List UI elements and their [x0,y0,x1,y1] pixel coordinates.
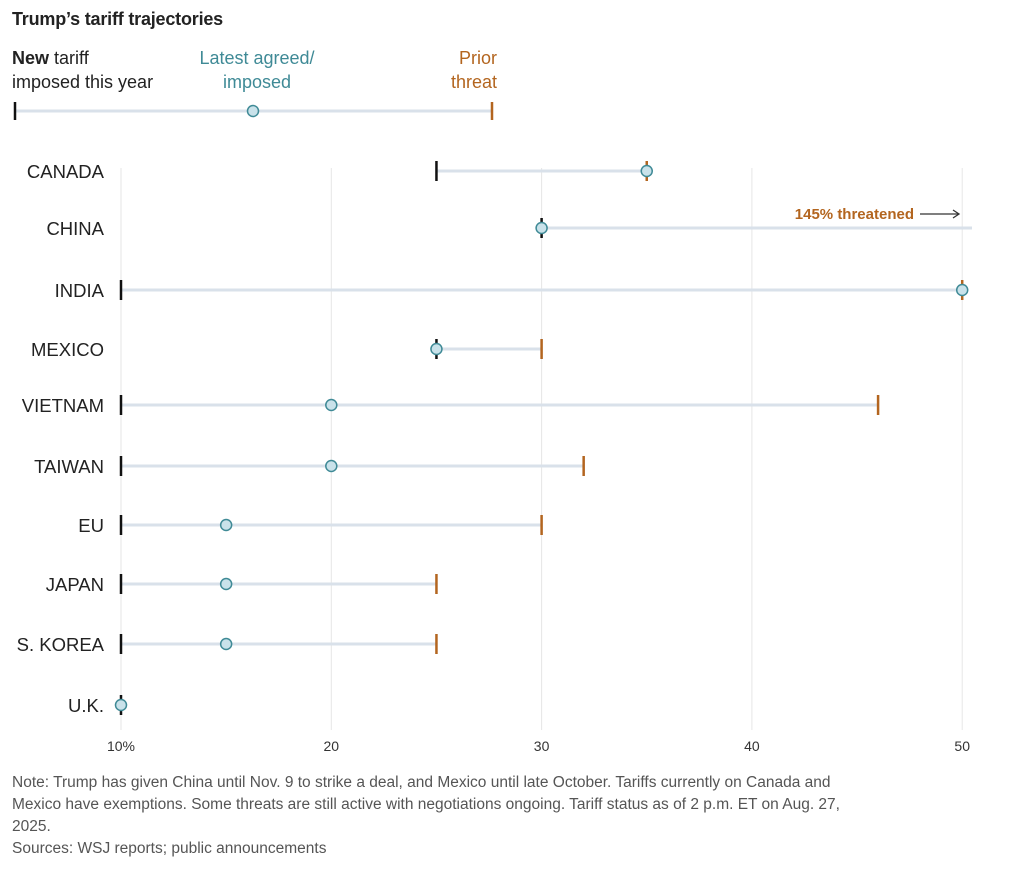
latest-tariff-dot [640,164,653,178]
legend-latest-line2: imposed [222,72,292,92]
sources-text: Sources: WSJ reports; public announcemen… [12,840,327,857]
legend-prior-line1: Prior [458,48,497,68]
legend-latest-dot [246,104,260,118]
latest-tariff-dot [325,459,338,473]
category-label: JAPAN [46,574,104,595]
category-label: EU [78,515,104,536]
legend-new-tariff: New tariff imposed this year [12,46,153,94]
chart-note: Note: Trump has given China until Nov. 9… [12,772,872,860]
category-label: INDIA [55,280,105,301]
latest-tariff-dot [219,577,233,591]
latest-tariff-dot [219,637,233,651]
category-label: MEXICO [31,339,104,360]
latest-tariff-dot [219,518,233,532]
chart-title: Trump’s tariff trajectories [12,9,223,29]
annotation-label: 145% threatened [795,206,914,223]
legend-new-bold: New [12,48,50,68]
note-text: Note: Trump has given China until Nov. 9… [12,774,840,835]
x-tick-label: 10% [107,738,135,754]
category-label: U.K. [68,695,104,716]
latest-tariff-dot [430,342,443,356]
latest-tariff-dot [325,398,338,412]
x-tick-label: 20 [324,738,340,754]
legend-latest: Latest agreed/ imposed [186,46,328,94]
legend-new-rest: tariff [49,48,89,68]
x-tick-label: 30 [534,738,550,754]
x-tick-label: 50 [954,738,970,754]
arrow-right-icon [952,209,961,219]
category-label: CHINA [46,218,104,239]
category-label: CANADA [27,161,105,182]
legend-new-line2: imposed this year [12,72,154,92]
latest-tariff-dot [955,283,969,297]
legend-latest-line1: Latest agreed/ [199,48,315,68]
legend-prior-line2: threat [450,72,497,92]
category-label: S. KOREA [17,634,105,655]
category-label: VIETNAM [22,395,104,416]
latest-tariff-dot [535,221,548,235]
x-tick-label: 40 [744,738,760,754]
category-label: TAIWAN [34,456,104,477]
legend-prior: Prior threat [400,46,497,94]
latest-tariff-dot [114,698,128,712]
